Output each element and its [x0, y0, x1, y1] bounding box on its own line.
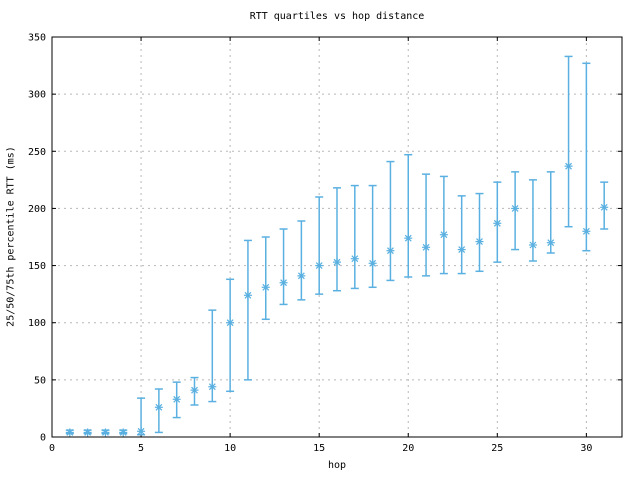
y-tick-label: 200: [28, 204, 46, 215]
median-marker: [404, 234, 412, 242]
median-marker: [155, 403, 163, 411]
x-tick-label: 30: [580, 443, 592, 454]
median-marker: [493, 219, 501, 227]
x-tick-label: 25: [491, 443, 503, 454]
median-marker: [565, 162, 572, 170]
median-marker: [84, 429, 92, 436]
y-tick-label: 350: [28, 33, 46, 44]
median-marker: [387, 247, 394, 255]
median-marker: [66, 429, 74, 436]
x-tick-label: 5: [138, 443, 144, 454]
x-axis-label: hop: [327, 460, 347, 471]
median-marker: [582, 227, 590, 235]
median-marker: [422, 243, 430, 251]
median-marker: [458, 246, 466, 253]
x-tick-label: 15: [313, 443, 325, 454]
x-tick-label: 10: [224, 443, 236, 454]
median-marker: [137, 427, 145, 435]
median-marker: [547, 239, 555, 247]
median-marker: [297, 272, 305, 280]
median-marker: [476, 238, 483, 245]
y-tick-label: 50: [34, 375, 46, 386]
y-tick-label: 300: [28, 90, 46, 101]
median-marker: [600, 203, 608, 211]
median-marker: [333, 258, 341, 266]
x-tick-label: 20: [402, 443, 414, 454]
median-marker: [440, 231, 448, 239]
median-marker: [244, 291, 252, 299]
chart-title: RTT quartiles vs hop distance: [249, 11, 425, 22]
y-tick-label: 250: [28, 147, 46, 158]
plot-frame: [51, 36, 623, 438]
median-marker: [511, 205, 519, 212]
x-tick-label: 0: [49, 443, 55, 454]
y-tick-label: 100: [28, 318, 46, 329]
median-marker: [280, 279, 287, 287]
median-marker: [119, 429, 127, 436]
median-marker: [351, 255, 359, 263]
median-marker: [173, 395, 181, 403]
median-marker: [529, 241, 537, 249]
median-marker: [208, 383, 216, 391]
median-marker: [369, 259, 377, 267]
median-marker: [102, 429, 109, 436]
median-marker: [262, 283, 270, 291]
median-marker: [315, 262, 323, 269]
median-marker: [226, 319, 234, 327]
median-marker: [191, 386, 198, 394]
y-tick-label: 150: [28, 261, 46, 272]
y-tick-label: 0: [40, 433, 46, 444]
